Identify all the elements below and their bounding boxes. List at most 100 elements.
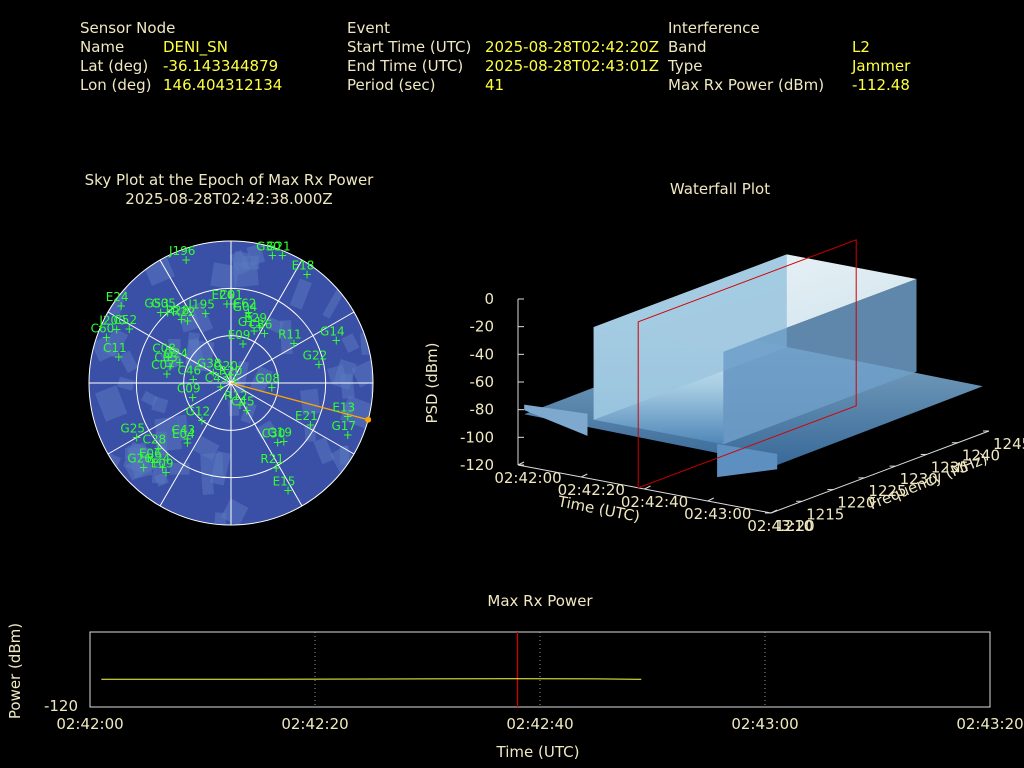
satellite-marker: + — [139, 460, 149, 474]
satellite-label: C60 — [91, 322, 115, 336]
sky-plot: +J196 +G30+G21+E18+E24+J195 +E26+C01+G04+C… — [88, 239, 374, 526]
event-end-value: 2025-08-28T02:43:01Z — [485, 57, 659, 75]
frequency-tick-label: 1225 — [868, 482, 906, 500]
satellite-marker: + — [176, 313, 186, 327]
satellite-label: G21 — [266, 240, 291, 254]
frequency-tick-label: 1215 — [806, 505, 844, 523]
azimuth-spoke — [107, 382, 232, 455]
satellite-label: G05 — [151, 297, 176, 311]
power-x-tick-label: 02:43:00 — [731, 715, 798, 733]
max-power-plot: 02:42:00 02:42:20 02:42:40 02:43:00 02:43:20… — [6, 623, 1024, 761]
satellite-label: E09 — [228, 328, 251, 342]
jammer-plateau-rear — [723, 279, 917, 445]
max-power-title: Max Rx Power — [487, 592, 593, 610]
event-heading: Event — [347, 19, 390, 37]
azimuth-spoke — [159, 382, 232, 507]
power-x-tick-label: 02:43:20 — [956, 715, 1023, 733]
satellite-label: C11 — [103, 341, 127, 355]
satellite-marker: + — [132, 430, 142, 444]
satellite-label: G25 — [120, 421, 145, 435]
interference-type-value: Jammer — [852, 57, 911, 75]
satellite-marker: + — [188, 391, 198, 405]
sky-tile — [342, 402, 353, 417]
sky-plot-subtitle: 2025-08-28T02:42:38.000Z — [125, 190, 333, 208]
frequency-tick-label: 1210 — [775, 517, 813, 535]
satellite-marker: + — [255, 320, 265, 334]
satellite-label: G17 — [331, 419, 356, 433]
sky-tile — [154, 416, 183, 452]
satellite-marker: + — [238, 337, 248, 351]
sky-tile — [94, 385, 128, 422]
jammer-plateau-side — [593, 254, 787, 420]
azimuth-spoke — [230, 311, 355, 384]
sky-tile — [117, 376, 135, 391]
satellite-label: J195 — [187, 297, 214, 311]
satellite-marker: + — [302, 267, 312, 281]
sky-tile — [332, 359, 357, 390]
satellite-marker: + — [273, 436, 283, 450]
satellite-label: G12 — [186, 404, 211, 418]
sky-tile — [289, 278, 312, 310]
satellite-marker: + — [112, 323, 122, 337]
power-plot-frame — [89, 631, 991, 708]
satellite-label: G26 — [127, 451, 152, 465]
satellite-marker: + — [279, 435, 289, 449]
satellite-label: C01 — [219, 288, 243, 302]
sensor-lat-label: Lat (deg) — [80, 57, 149, 75]
sensor-heading: Sensor Node — [80, 19, 176, 37]
satellite-marker: + — [165, 360, 175, 374]
sky-plot-title: Sky Plot at the Epoch of Max Rx Power — [84, 171, 374, 189]
satellite-marker: + — [208, 366, 218, 380]
sky-tile — [357, 464, 373, 481]
satellite-marker: + — [183, 314, 193, 328]
event-start-value: 2025-08-28T02:42:20Z — [485, 38, 659, 56]
satellite-label: G19 — [267, 426, 292, 440]
satellite-label: G20 — [213, 359, 238, 373]
time-marker-plane — [637, 239, 857, 489]
interference-band-value: L2 — [852, 38, 870, 56]
satellite-label: E13 — [332, 400, 355, 414]
power-series-line — [101, 678, 642, 680]
satellite-marker: + — [271, 461, 281, 475]
satellite-marker: + — [267, 380, 277, 394]
interference-power-value: -112.48 — [852, 76, 910, 94]
sensor-lat-value: -36.143344879 — [163, 57, 279, 75]
noise-floor-front-left — [524, 404, 588, 436]
satellite-marker: + — [163, 351, 173, 365]
sky-tile — [151, 451, 169, 485]
sky-tile — [370, 424, 373, 453]
satellite-label: E18 — [292, 258, 315, 272]
frequency-tick-label: 1240 — [962, 447, 1000, 465]
satellite-label: G22 — [303, 348, 328, 362]
satellite-marker: + — [222, 297, 232, 311]
azimuth-spoke — [159, 259, 232, 384]
satellite-marker: + — [225, 368, 235, 382]
satellite-marker: + — [230, 297, 240, 311]
interference-heading: Interference — [668, 19, 760, 37]
event-period-value: 41 — [485, 76, 505, 94]
interference-bearing-line — [230, 382, 369, 421]
azimuth-spoke — [107, 311, 232, 384]
azimuth-spoke — [230, 259, 303, 384]
satellite-label: C46 — [177, 364, 201, 378]
satellite-marker: + — [162, 367, 172, 381]
satellite-marker: + — [156, 306, 166, 320]
sky-tile — [101, 327, 129, 359]
satellite-label: E06 — [139, 446, 162, 460]
sky-tile — [168, 338, 181, 367]
satellite-label: J200 — [98, 314, 125, 328]
time-tick — [581, 473, 588, 478]
sky-tile — [220, 498, 249, 525]
sky-tile — [290, 510, 313, 525]
satellite-marker: + — [161, 465, 171, 479]
satellite-label: G14 — [320, 324, 345, 338]
sky-tile — [140, 390, 158, 407]
satellite-label: R24 — [147, 452, 171, 466]
satellite-label: C08 — [152, 342, 176, 356]
satellite-marker: + — [163, 306, 173, 320]
satellite-label: C09 — [177, 382, 201, 396]
psd-tick-label: 0 — [484, 290, 494, 308]
satellite-label: C45 — [231, 394, 255, 408]
time-tick — [517, 461, 525, 466]
